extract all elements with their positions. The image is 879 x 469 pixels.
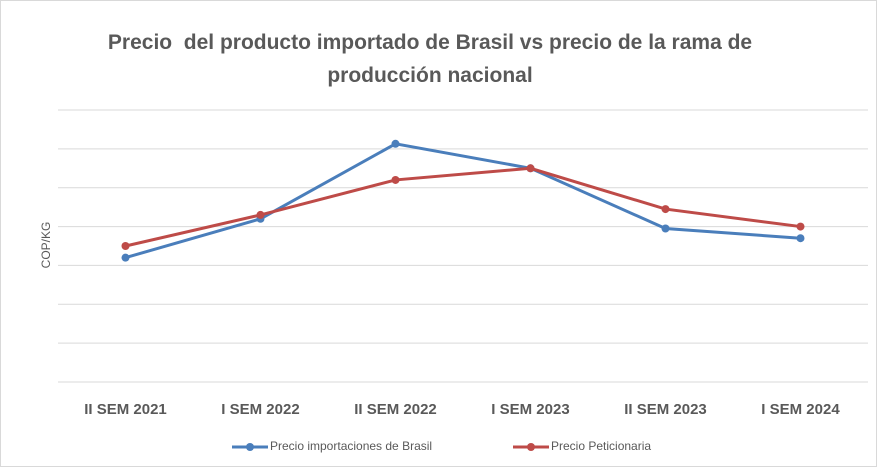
data-point [121, 253, 130, 262]
y-axis-label: COP/KG [39, 222, 53, 269]
data-point [661, 205, 670, 214]
x-tick-label: II SEM 2021 [84, 401, 167, 418]
data-point [121, 242, 130, 250]
legend-label: Precio Peticionaria [551, 439, 651, 453]
chart-title: Precio del producto importado de Brasil … [107, 31, 758, 87]
data-point [661, 224, 670, 233]
x-tick-label: I SEM 2024 [761, 401, 840, 418]
data-point [391, 139, 400, 148]
data-line [125, 166, 801, 248]
x-tick-label: II SEM 2022 [354, 401, 437, 418]
x-tick-label: I SEM 2022 [221, 401, 299, 418]
data-point [256, 210, 265, 219]
legend-label: Precio importaciones de Brasil [270, 439, 432, 453]
legend-marker [246, 443, 254, 451]
x-tick-label: II SEM 2023 [624, 401, 707, 418]
data-point [391, 175, 400, 184]
data-point [796, 234, 805, 243]
data-point [526, 164, 535, 173]
legend-marker [527, 443, 535, 451]
x-tick-label: I SEM 2023 [491, 401, 569, 418]
data-line [125, 142, 801, 260]
data-point [796, 222, 805, 231]
